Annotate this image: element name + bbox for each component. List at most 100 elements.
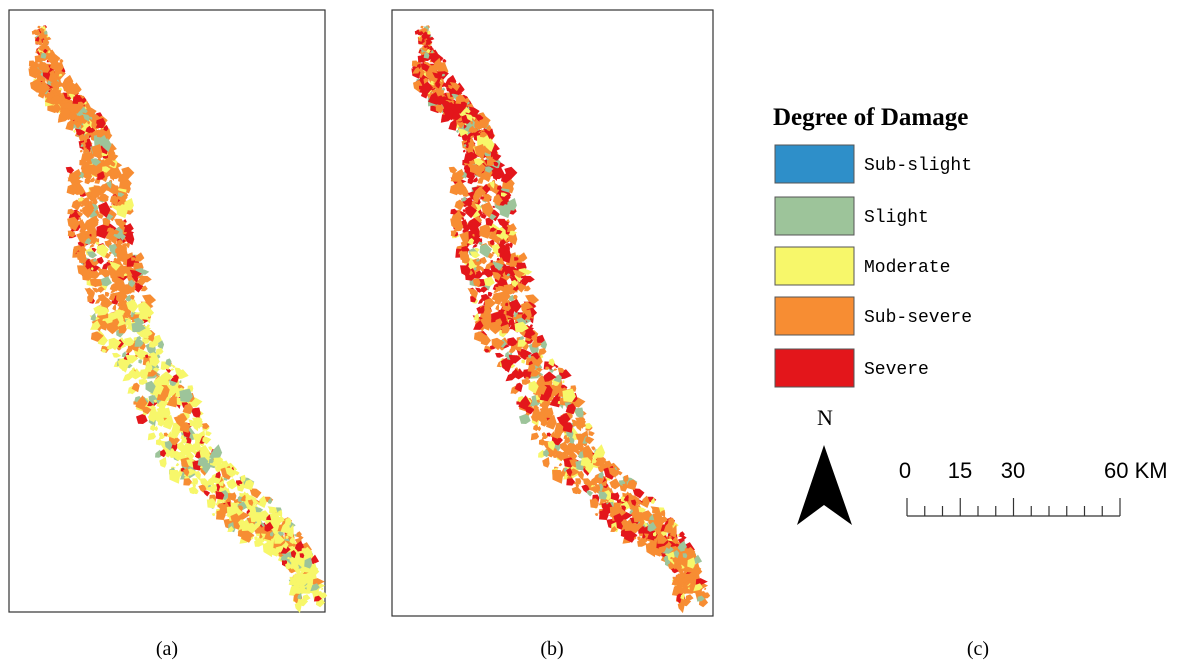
damage-patch xyxy=(551,435,563,446)
damage-patch xyxy=(571,486,582,495)
damage-patch xyxy=(308,562,317,575)
damage-patch xyxy=(277,509,283,518)
damage-patch xyxy=(480,196,485,200)
damage-patch xyxy=(412,67,420,74)
damage-patch xyxy=(573,407,584,419)
damage-patch xyxy=(481,213,487,219)
damage-patch xyxy=(121,351,127,358)
damage-patch xyxy=(462,209,466,213)
damage-patch xyxy=(229,470,237,476)
damage-patch xyxy=(463,204,468,207)
damage-patch xyxy=(565,403,576,415)
damage-patch xyxy=(638,506,647,513)
damage-patch xyxy=(683,573,692,581)
damage-patch xyxy=(503,309,507,316)
damage-patch xyxy=(489,227,497,232)
damage-patch xyxy=(473,186,487,198)
damage-patch xyxy=(70,104,83,114)
damage-patch xyxy=(472,243,478,248)
damage-patch xyxy=(479,238,483,243)
damage-patch xyxy=(240,494,247,502)
damage-patch xyxy=(85,125,92,134)
damage-patch xyxy=(39,27,45,34)
damage-patch xyxy=(172,365,176,369)
damage-patch xyxy=(524,406,535,415)
damage-patch xyxy=(77,245,87,254)
damage-patch xyxy=(576,442,584,452)
damage-patch xyxy=(287,556,290,560)
damage-patch xyxy=(678,531,685,538)
damage-patch xyxy=(257,495,268,508)
damage-patch xyxy=(483,276,495,287)
damage-patch xyxy=(192,478,199,485)
damage-patch xyxy=(135,395,148,410)
damage-patch xyxy=(36,81,51,94)
damage-patch xyxy=(34,55,43,63)
damage-patch xyxy=(504,302,509,307)
damage-patch xyxy=(497,219,510,228)
damage-patch xyxy=(190,482,195,485)
damage-patch xyxy=(469,251,481,259)
damage-patch xyxy=(518,395,531,410)
damage-patch xyxy=(39,42,43,46)
damage-patch xyxy=(244,522,259,534)
damage-patch xyxy=(463,151,478,162)
damage-patch xyxy=(552,385,561,394)
damage-patch xyxy=(685,594,694,601)
damage-patch xyxy=(514,382,523,393)
damage-patch xyxy=(90,312,96,322)
damage-patch xyxy=(467,288,478,299)
damage-patch xyxy=(508,294,515,302)
damage-patch xyxy=(93,270,99,277)
damage-patch xyxy=(150,405,157,411)
damage-patch xyxy=(82,113,90,122)
damage-patch xyxy=(87,120,91,125)
damage-patch xyxy=(142,376,147,381)
damage-patch xyxy=(36,30,40,35)
damage-patch xyxy=(169,385,178,394)
damage-patch xyxy=(536,399,541,403)
damage-patch xyxy=(519,413,531,424)
damage-patch xyxy=(487,293,493,297)
damage-patch xyxy=(89,230,95,235)
damage-patch xyxy=(107,239,112,246)
damage-patch xyxy=(662,544,674,554)
damage-patch xyxy=(313,595,322,602)
damage-patch xyxy=(76,251,87,262)
damage-patch xyxy=(499,189,502,192)
damage-patch xyxy=(490,239,495,246)
damage-patch xyxy=(65,166,75,174)
damage-patch xyxy=(169,469,181,484)
damage-patch xyxy=(533,424,539,432)
damage-patch xyxy=(83,139,88,143)
damage-patch xyxy=(250,515,258,523)
damage-patch xyxy=(633,515,641,523)
damage-patch xyxy=(80,143,84,147)
damage-patch xyxy=(134,252,145,262)
damage-patch xyxy=(301,548,308,553)
damage-patch xyxy=(118,324,127,334)
damage-patch xyxy=(477,305,485,314)
damage-patch xyxy=(668,535,672,539)
damage-patch xyxy=(571,419,578,425)
damage-patch xyxy=(209,458,214,464)
damage-patch xyxy=(495,226,508,240)
damage-patch xyxy=(597,464,605,473)
damage-patch xyxy=(490,345,497,350)
damage-patch xyxy=(498,239,507,246)
damage-patch xyxy=(448,166,458,174)
damage-patch xyxy=(67,230,74,236)
damage-patch xyxy=(474,267,477,271)
damage-patch xyxy=(269,507,274,514)
damage-patch xyxy=(181,436,188,444)
damage-patch xyxy=(148,334,155,342)
damage-patch xyxy=(98,201,111,218)
damage-patch xyxy=(83,101,87,105)
damage-patch xyxy=(460,265,471,278)
damage-patch xyxy=(540,340,548,350)
damage-patch xyxy=(129,269,142,278)
damage-patch xyxy=(89,243,95,248)
damage-patch xyxy=(49,57,59,72)
damage-patch xyxy=(630,511,636,516)
damage-patch xyxy=(101,138,112,153)
